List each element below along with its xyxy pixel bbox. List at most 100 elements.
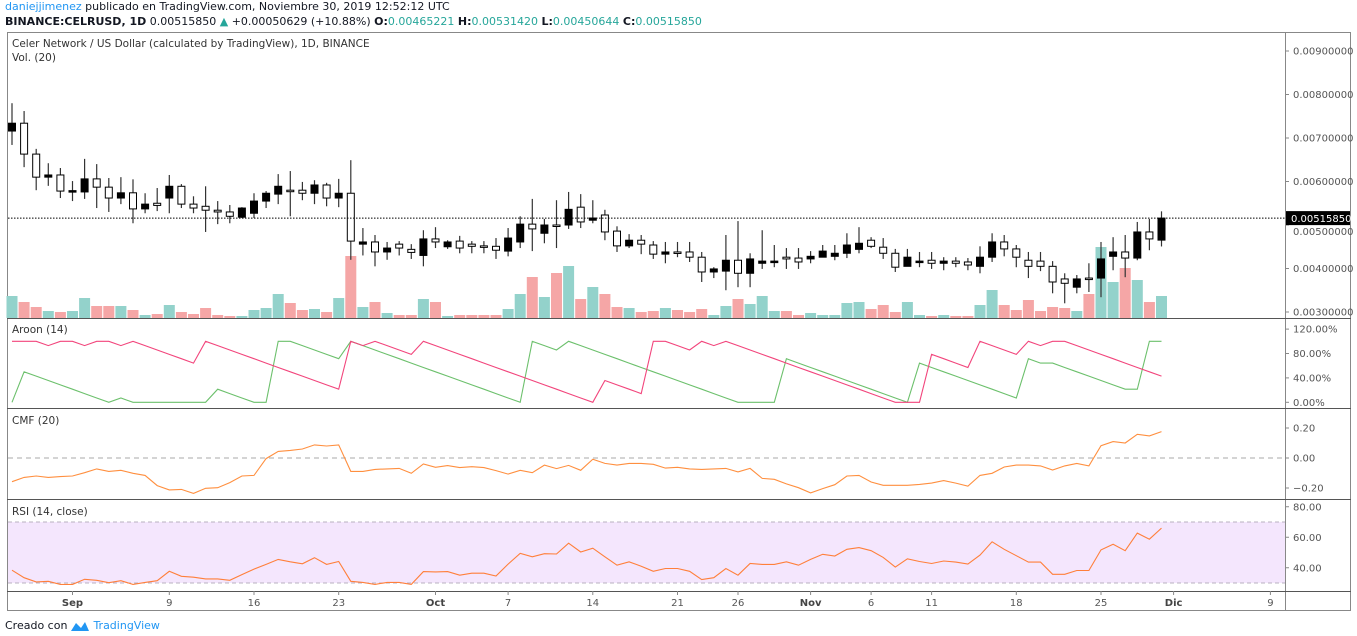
time-axis-label: Nov <box>800 598 822 609</box>
volume-bar <box>829 315 841 318</box>
volume-bar <box>551 273 562 318</box>
volume-bar <box>611 307 623 318</box>
volume-bar <box>575 299 587 318</box>
time-axis-label: 14 <box>586 598 599 609</box>
candle-down <box>455 240 464 249</box>
aroon-up-line <box>11 340 1162 404</box>
volume-bar <box>635 312 647 318</box>
aroon-down-line <box>12 340 1162 403</box>
time-axis-label: 9 <box>1267 598 1273 609</box>
chart-frame <box>7 32 1351 611</box>
time-axis-label: 23 <box>332 598 345 609</box>
volume-bar <box>175 312 187 318</box>
volume-bar <box>442 316 454 318</box>
volume-bar <box>272 294 284 318</box>
volume-bar <box>744 304 756 318</box>
candle-up <box>830 252 839 257</box>
volume-bar <box>877 305 889 318</box>
volume-bar <box>42 311 54 318</box>
candle-down <box>600 214 609 233</box>
volume-bar <box>563 266 575 318</box>
time-axis-label: 11 <box>925 598 938 609</box>
candle-up <box>44 174 53 178</box>
volume-bar <box>6 296 18 318</box>
candle-down <box>479 245 488 248</box>
time-axis-label: 6 <box>868 598 874 609</box>
candle-down <box>20 122 29 155</box>
cmf-line <box>11 431 1162 494</box>
candle-up <box>274 185 283 195</box>
candle-down <box>286 189 295 193</box>
volume-legend: Vol. (20) <box>12 52 56 64</box>
candle-up <box>68 190 77 193</box>
candle-down <box>407 248 416 253</box>
candle-up <box>358 241 367 245</box>
candle-down <box>104 186 113 199</box>
volume-bar <box>708 315 720 318</box>
volume-bar <box>696 309 708 318</box>
candle-down <box>891 252 900 268</box>
candle-down <box>129 192 137 210</box>
volume-bar <box>817 315 829 318</box>
publish-info: daniejjimenez publicado en TradingView.c… <box>5 0 450 13</box>
volume-bar <box>54 312 66 318</box>
candle-down <box>92 178 101 188</box>
volume-bar <box>732 299 744 318</box>
candle-down <box>951 260 960 264</box>
candle-up <box>334 192 343 199</box>
volume-bar <box>430 302 441 318</box>
tradingview-link[interactable]: TradingView <box>93 619 160 632</box>
candle-up <box>564 208 573 226</box>
volume-bar <box>321 312 333 318</box>
author-link[interactable]: daniejjimenez <box>5 0 82 13</box>
volume-bar <box>720 306 732 318</box>
candle-up <box>165 185 174 199</box>
volume-bar <box>163 305 175 318</box>
volume-bar <box>926 316 938 318</box>
candle-up <box>443 241 452 248</box>
candle-up <box>903 256 912 267</box>
cmf-legend: CMF (20) <box>12 415 60 427</box>
last-price-tag-label: 0.00515850 <box>1291 214 1351 225</box>
volume-bar <box>1022 300 1034 318</box>
volume-bar <box>1143 302 1155 318</box>
volume-bar <box>333 298 345 318</box>
candle-down <box>528 223 537 230</box>
volume-bar <box>357 307 369 318</box>
high-label: H: <box>457 15 472 28</box>
candle-up <box>588 217 597 221</box>
candle-down <box>177 185 186 205</box>
volume-bar <box>417 299 429 318</box>
candle-down <box>492 245 500 251</box>
candle-down <box>201 205 210 211</box>
candle-down <box>867 239 876 247</box>
volume-bar <box>623 308 635 318</box>
candle-up <box>855 242 863 250</box>
candle-down <box>467 243 476 247</box>
candle-down <box>1036 260 1045 267</box>
main-legend-title: Celer Network / US Dollar (calculated by… <box>12 38 370 50</box>
candle-up <box>806 255 815 260</box>
aroon-axis-label: 40.00% <box>1293 373 1331 384</box>
volume-bar <box>67 311 78 318</box>
candle-up <box>988 241 997 258</box>
volume-bar <box>780 311 792 318</box>
volume-bar <box>974 305 986 318</box>
candle-up <box>8 122 16 132</box>
open-label: O: <box>374 15 388 28</box>
published-text: publicado en TradingView.com, Noviembre … <box>81 0 450 13</box>
cmf-axis-label: 0.00 <box>1293 454 1315 465</box>
volume-bar <box>672 310 683 318</box>
volume-bar <box>454 315 466 318</box>
volume-bar <box>526 277 538 318</box>
candle-down <box>431 238 440 243</box>
cmf-axis-label: −0.20 <box>1293 484 1324 495</box>
candle-down <box>56 174 65 192</box>
volume-bar <box>151 314 163 318</box>
cmf-axis-label: 0.20 <box>1293 424 1315 435</box>
candle-up <box>310 184 319 194</box>
volume-bar <box>1010 310 1022 318</box>
candle-up <box>141 203 150 210</box>
candle-up <box>383 247 392 253</box>
